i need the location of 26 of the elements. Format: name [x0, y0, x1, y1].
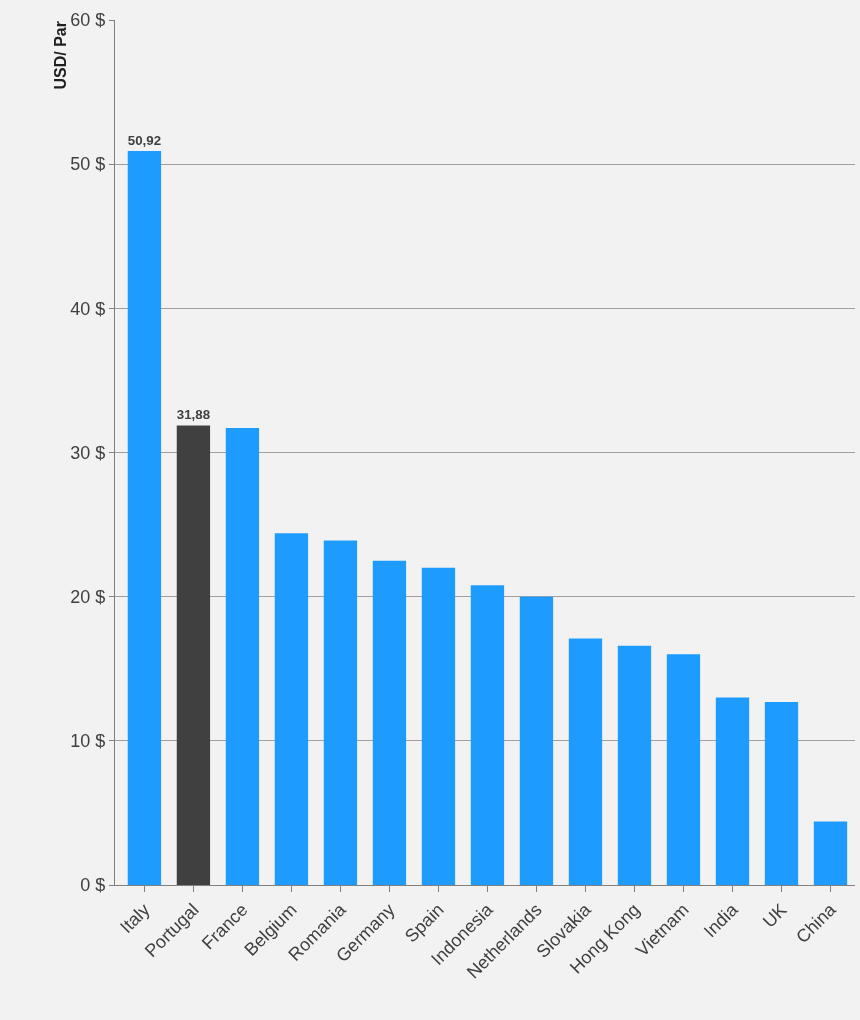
- data-label: 31,88: [176, 407, 211, 423]
- bar: [764, 701, 799, 885]
- bar: [470, 585, 505, 885]
- y-tick-label: 0 $: [80, 875, 106, 896]
- bar: [274, 533, 309, 885]
- y-tick-label: 60 $: [70, 10, 106, 31]
- bar: [617, 645, 652, 885]
- y-tick-label: 20 $: [70, 586, 106, 607]
- y-tick-label: 10 $: [70, 731, 106, 752]
- bar: [225, 427, 260, 885]
- bar: [715, 697, 750, 885]
- y-tick-label: 40 $: [70, 298, 106, 319]
- y-tick-label: 50 $: [70, 154, 106, 175]
- bar: [813, 821, 848, 885]
- x-tick-label: UK: [758, 899, 791, 932]
- bar: [176, 425, 211, 885]
- bar: [421, 567, 456, 885]
- bar: [519, 596, 554, 885]
- data-label: 50,92: [127, 132, 162, 148]
- y-tick-label: 30 $: [70, 442, 106, 463]
- bar: [323, 540, 358, 885]
- bar: [666, 654, 701, 885]
- bar: [372, 560, 407, 885]
- y-axis-title: USD/ Par: [51, 21, 69, 90]
- bar: [568, 638, 603, 885]
- bar: [127, 150, 162, 885]
